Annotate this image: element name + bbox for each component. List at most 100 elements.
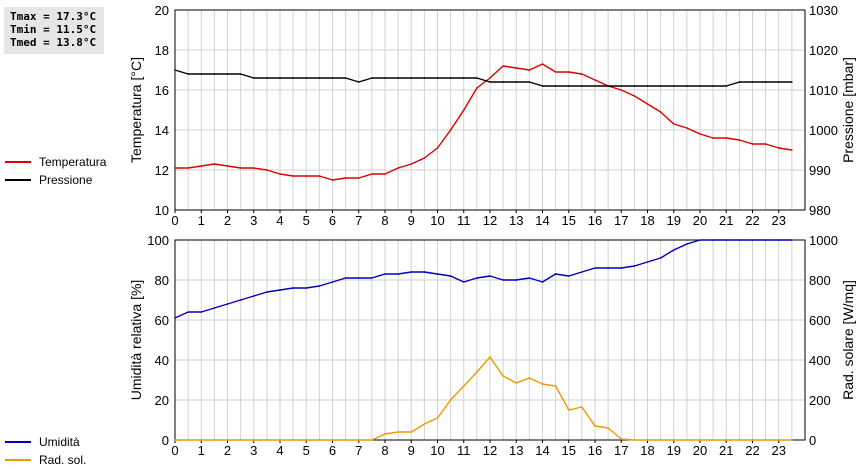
legend-item-umidita: Umidità	[5, 433, 86, 451]
top-point-1	[712, 85, 714, 87]
bottom-point-1	[738, 439, 741, 441]
top-point-0	[659, 111, 662, 113]
bottom-point-1	[528, 377, 531, 379]
top-x-tick-label: 17	[614, 213, 628, 228]
bottom-x-tick-label: 19	[667, 443, 681, 458]
top-y2-tick-label: 1010	[809, 83, 838, 98]
top-point-0	[541, 63, 544, 65]
top-y2-tick-label: 1030	[809, 3, 838, 18]
top-point-1	[791, 81, 793, 83]
bottom-point-0	[686, 243, 688, 245]
top-point-1	[476, 77, 478, 79]
bottom-y-tick-label: 0	[162, 433, 169, 448]
top-point-0	[554, 71, 557, 73]
top-x-tick-label: 23	[772, 213, 786, 228]
umidita-swatch	[5, 441, 31, 443]
top-point-1	[659, 85, 662, 87]
top-point-1	[174, 69, 176, 71]
bottom-point-1	[279, 439, 281, 441]
bottom-point-0	[502, 279, 504, 281]
bottom-x-tick-label: 18	[640, 443, 654, 458]
top-point-0	[200, 165, 203, 167]
bottom-point-0	[331, 281, 334, 283]
top-point-0	[305, 175, 308, 177]
bottom-point-0	[226, 303, 229, 305]
bottom-point-1	[462, 385, 465, 387]
top-point-1	[502, 81, 504, 83]
top-point-0	[318, 175, 321, 177]
bottom-point-0	[777, 239, 780, 241]
bottom-point-0	[371, 277, 373, 279]
top-y-tick-label: 16	[155, 83, 169, 98]
bottom-x-tick-label: 23	[772, 443, 786, 458]
top-point-0	[410, 163, 413, 165]
top-point-1	[344, 77, 347, 79]
bottom-x-tick-label: 9	[408, 443, 415, 458]
bottom-point-0	[305, 287, 308, 289]
bottom-point-1	[489, 356, 491, 358]
bottom-point-1	[515, 382, 518, 384]
bottom-point-1	[344, 439, 347, 441]
bottom-y-tick-label: 40	[155, 353, 169, 368]
top-x-tick-label: 5	[303, 213, 310, 228]
bottom-point-1	[607, 427, 609, 429]
top-point-1	[738, 81, 741, 83]
top-point-1	[515, 81, 518, 83]
top-x-tick-label: 0	[171, 213, 178, 228]
top-point-1	[607, 85, 609, 87]
bottom-x-tick-label: 8	[381, 443, 388, 458]
bottom-point-1	[200, 439, 203, 441]
bottom-x-tick-label: 6	[329, 443, 336, 458]
bottom-point-1	[791, 439, 793, 441]
top-point-0	[292, 175, 294, 177]
bottom-point-1	[174, 439, 176, 441]
top-x-tick-label: 4	[276, 213, 283, 228]
top-point-1	[567, 85, 570, 87]
top-y2-tick-label: 990	[809, 163, 831, 178]
bottom-point-0	[423, 271, 426, 273]
top-point-0	[397, 167, 399, 169]
bottom-y-axis-label: Umidità relativa [%]	[128, 280, 144, 401]
bottom-y2-tick-label: 600	[809, 313, 831, 328]
top-point-1	[462, 77, 465, 79]
bottom-point-0	[489, 275, 491, 277]
bottom-point-0	[384, 273, 386, 275]
bottom-point-1	[764, 439, 767, 441]
bottom-point-1	[292, 439, 294, 441]
bottom-point-0	[594, 267, 596, 269]
top-point-0	[515, 67, 518, 69]
bottom-point-0	[344, 277, 347, 279]
top-x-tick-label: 12	[483, 213, 497, 228]
top-point-1	[239, 73, 242, 75]
top-x-tick-label: 10	[430, 213, 444, 228]
bottom-point-1	[554, 385, 557, 387]
tmax-label: Tmax = 17.3°C	[10, 10, 97, 23]
top-y-tick-label: 18	[155, 43, 169, 58]
top-point-1	[318, 77, 321, 79]
top-point-0	[423, 157, 426, 159]
bottom-point-0	[699, 239, 701, 241]
top-point-0	[476, 87, 478, 89]
top-point-0	[384, 173, 386, 175]
bottom-point-0	[266, 291, 268, 293]
bottom-point-0	[476, 277, 478, 279]
top-y-tick-label: 14	[155, 123, 169, 138]
bottom-point-0	[620, 267, 623, 269]
bottom-point-0	[449, 275, 452, 277]
top-point-1	[581, 85, 583, 87]
top-point-1	[646, 85, 649, 87]
top-x-tick-label: 20	[693, 213, 707, 228]
bottom-x-tick-label: 0	[171, 443, 178, 458]
bottom-series-rad-sol	[175, 356, 792, 441]
bottom-point-1	[318, 439, 321, 441]
bottom-point-0	[607, 267, 609, 269]
top-point-1	[292, 77, 294, 79]
bottom-point-1	[371, 439, 373, 441]
legend-label-umidita: Umidità	[39, 435, 80, 449]
top-y2-axis-label: Pressione [mbar]	[840, 57, 856, 163]
top-point-0	[449, 129, 452, 131]
top-point-0	[279, 173, 281, 175]
top-x-tick-label: 21	[719, 213, 733, 228]
legend-top: Temperatura Pressione	[5, 153, 106, 189]
